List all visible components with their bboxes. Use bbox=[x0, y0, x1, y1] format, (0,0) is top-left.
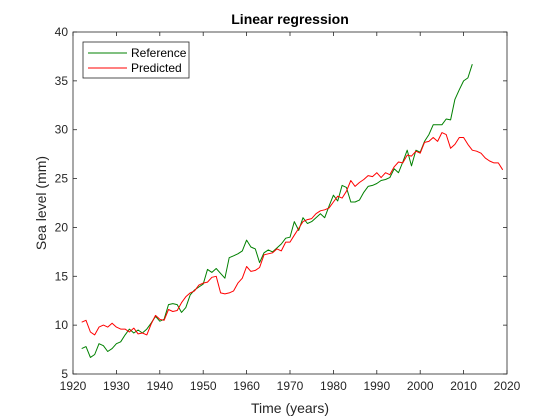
x-tick-label: 1990 bbox=[363, 379, 390, 393]
series-line-reference bbox=[81, 64, 473, 358]
x-tick-label: 2010 bbox=[450, 379, 477, 393]
x-tick-label: 1950 bbox=[190, 379, 217, 393]
y-tick-label: 40 bbox=[55, 25, 69, 39]
legend-box bbox=[82, 41, 190, 79]
y-tick-label: 15 bbox=[55, 269, 69, 283]
legend-entry-reference: Reference bbox=[131, 46, 187, 60]
y-axis-label: Sea level (mm) bbox=[33, 156, 49, 250]
y-tick-label: 10 bbox=[55, 318, 69, 332]
x-axis-ticks: 1920 1930 1940 1950 1960 1970 1980 1990 2000 2010… bbox=[60, 32, 521, 393]
plot-area bbox=[72, 31, 508, 375]
series-lines bbox=[81, 64, 504, 358]
series-line-predicted bbox=[81, 132, 504, 336]
y-tick-label: 25 bbox=[55, 172, 69, 186]
x-axis-label: Time (years) bbox=[251, 400, 329, 416]
y-tick-label: 35 bbox=[55, 74, 69, 88]
x-tick-label: 1960 bbox=[233, 379, 260, 393]
x-tick-label: 1940 bbox=[146, 379, 173, 393]
y-tick-label: 20 bbox=[55, 220, 69, 234]
x-tick-label: 1930 bbox=[103, 379, 130, 393]
legend-entry-predicted: Predicted bbox=[131, 61, 182, 75]
x-tick-label: 1980 bbox=[320, 379, 347, 393]
x-tick-label: 2000 bbox=[407, 379, 434, 393]
x-tick-label: 1970 bbox=[277, 379, 304, 393]
y-axis-ticks: 5 10 15 20 25 30 35 40 bbox=[55, 25, 507, 381]
y-tick-label: 30 bbox=[55, 123, 69, 137]
y-tick-label: 5 bbox=[61, 367, 68, 381]
x-tick-label: 1920 bbox=[60, 379, 87, 393]
chart-title: Linear regression bbox=[231, 11, 349, 27]
x-tick-label: 2020 bbox=[494, 379, 521, 393]
